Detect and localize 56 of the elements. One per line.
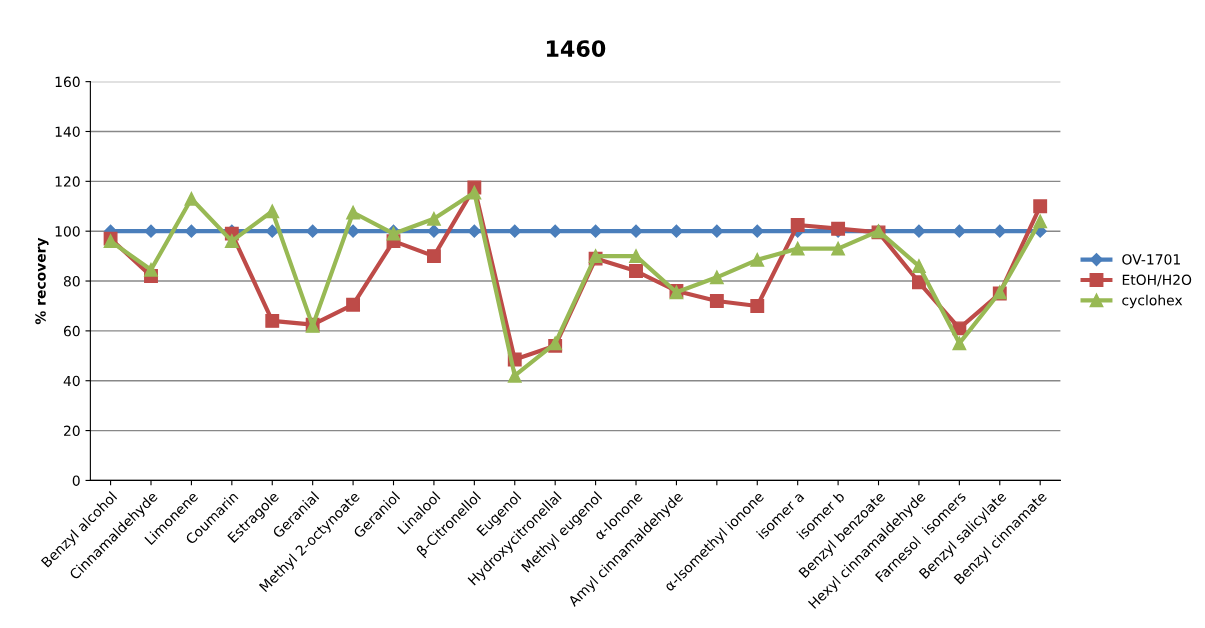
point bbox=[265, 204, 280, 219]
point bbox=[750, 224, 764, 238]
legend-label: OV-1701 bbox=[1122, 254, 1180, 265]
point bbox=[750, 252, 765, 267]
y-axis-title: % recovery bbox=[35, 237, 49, 325]
point bbox=[993, 224, 1007, 238]
point bbox=[1033, 214, 1048, 229]
y-tick-label: 0 bbox=[72, 475, 80, 486]
point bbox=[426, 211, 441, 226]
point bbox=[306, 224, 320, 238]
point bbox=[426, 249, 441, 264]
point bbox=[790, 218, 805, 232]
point bbox=[265, 224, 279, 238]
point bbox=[184, 224, 199, 238]
legend-label: EtOH/H2O bbox=[1122, 274, 1192, 287]
point bbox=[144, 262, 158, 277]
point bbox=[629, 224, 643, 238]
point bbox=[629, 264, 643, 279]
y-tick-label: 40 bbox=[63, 375, 80, 387]
point bbox=[224, 234, 239, 249]
point bbox=[629, 249, 643, 264]
point bbox=[790, 241, 805, 256]
chart-title: 1460 bbox=[546, 40, 606, 57]
y-tick-label: 80 bbox=[63, 276, 80, 287]
point bbox=[952, 224, 966, 238]
point bbox=[265, 313, 280, 328]
y-tick-label: 100 bbox=[55, 226, 80, 237]
point bbox=[346, 224, 360, 238]
y-tick-label: 160 bbox=[55, 76, 80, 88]
point bbox=[346, 205, 361, 220]
point bbox=[1033, 199, 1048, 214]
y-tick-label: 120 bbox=[55, 176, 80, 187]
point bbox=[709, 294, 724, 308]
point bbox=[346, 297, 361, 312]
point bbox=[952, 336, 967, 351]
legend-label: cyclohex bbox=[1122, 294, 1183, 309]
point bbox=[669, 224, 684, 238]
point bbox=[184, 191, 199, 206]
y-tick-label: 20 bbox=[64, 425, 80, 437]
point bbox=[427, 224, 441, 238]
point bbox=[911, 275, 926, 290]
y-tick-label: 60 bbox=[63, 325, 80, 337]
point bbox=[467, 185, 482, 200]
point bbox=[589, 224, 603, 238]
point bbox=[144, 224, 158, 238]
point bbox=[507, 368, 522, 383]
point bbox=[709, 270, 724, 285]
point bbox=[831, 241, 846, 256]
point bbox=[548, 224, 562, 238]
point bbox=[912, 224, 926, 238]
point bbox=[508, 224, 522, 238]
point bbox=[710, 224, 724, 238]
point bbox=[750, 299, 765, 313]
y-tick-label: 140 bbox=[55, 126, 80, 137]
point bbox=[467, 224, 481, 238]
point bbox=[911, 259, 926, 274]
